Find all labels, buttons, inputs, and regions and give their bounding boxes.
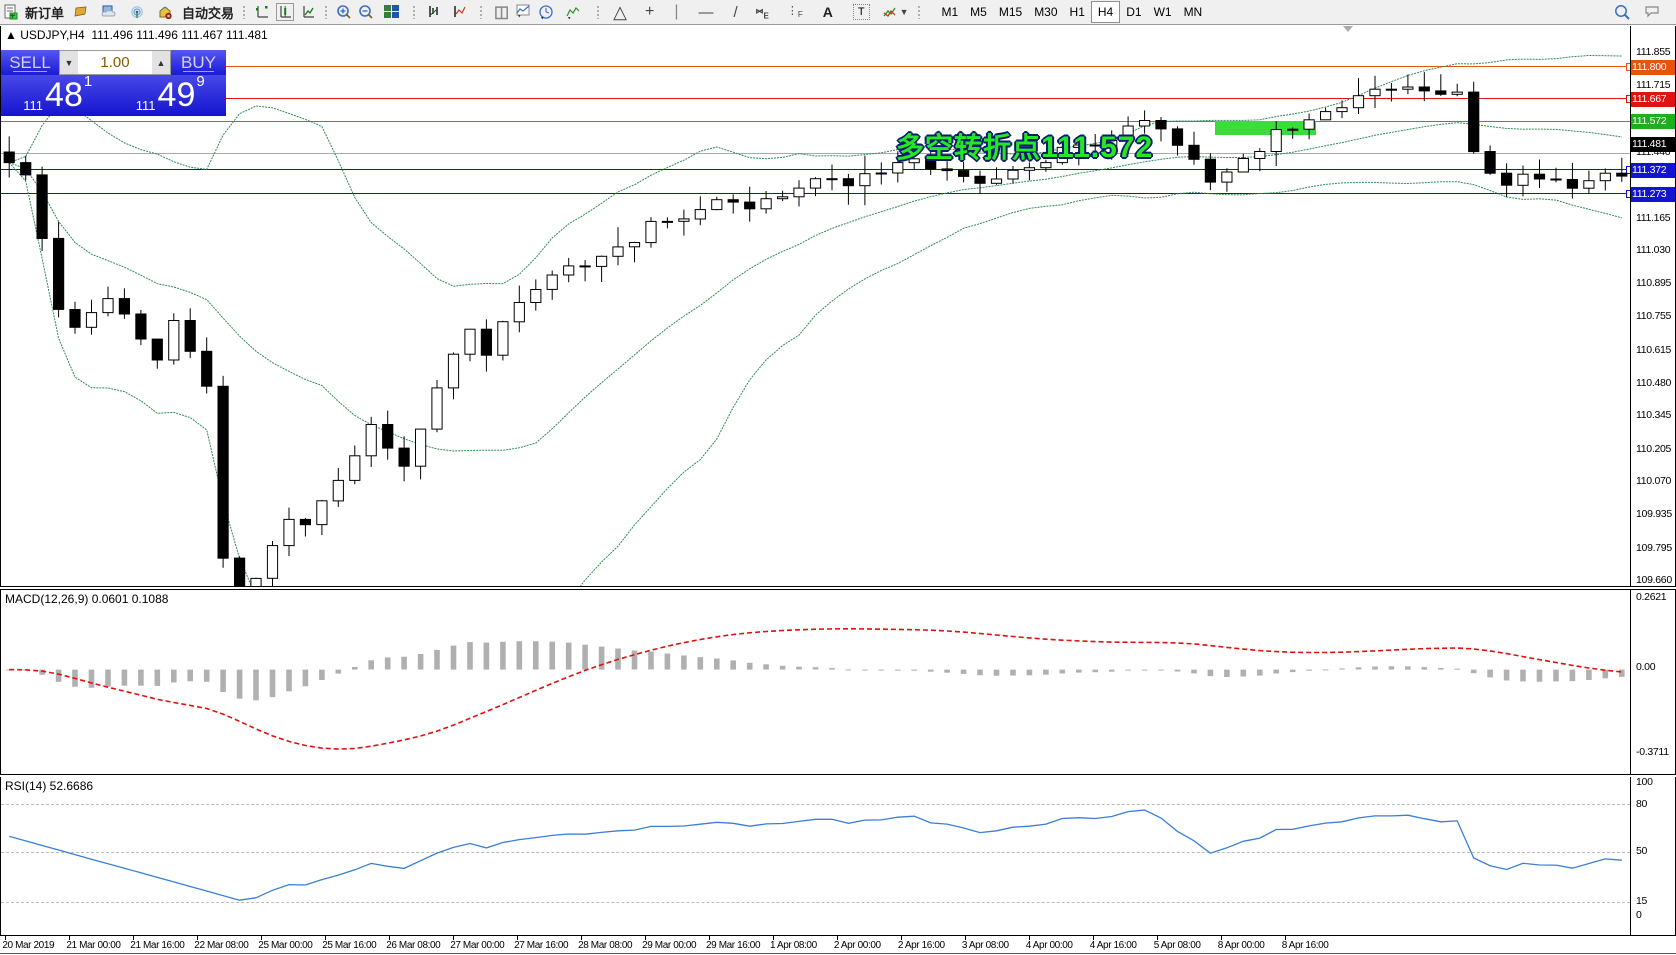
svg-text:▾: ▾	[568, 16, 571, 21]
